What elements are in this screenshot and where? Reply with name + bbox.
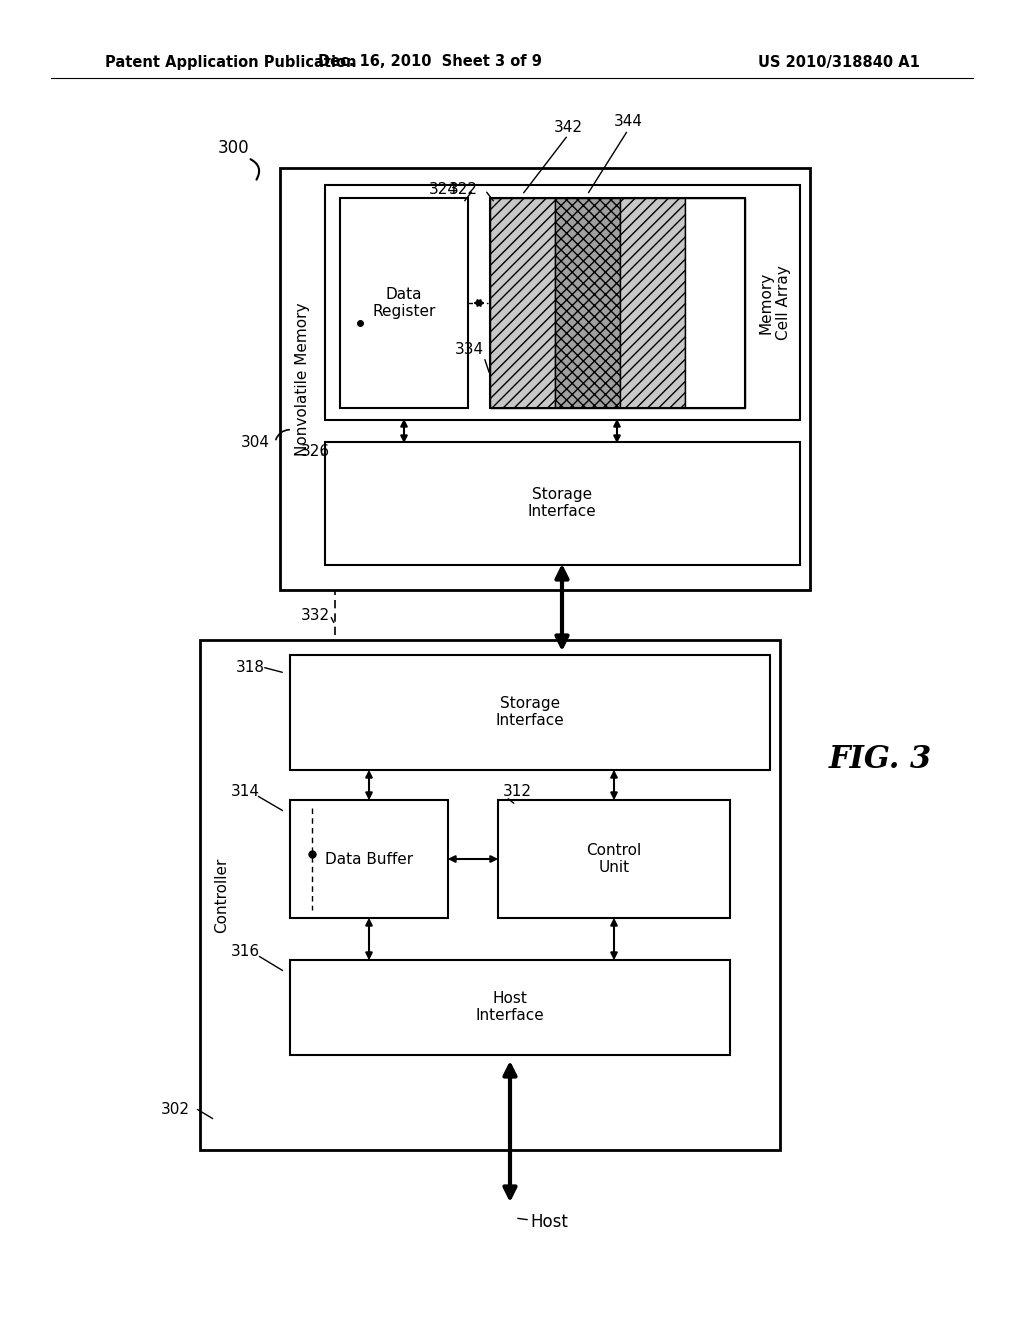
Text: 316: 316: [230, 945, 259, 960]
Text: Data
Register: Data Register: [373, 286, 435, 319]
Text: 324: 324: [429, 182, 458, 198]
Text: 312: 312: [503, 784, 532, 800]
Bar: [620, 198, 685, 408]
Text: 334: 334: [455, 342, 484, 358]
Text: 322: 322: [449, 182, 478, 198]
Text: 342: 342: [554, 120, 583, 136]
Bar: [290, 800, 449, 917]
Text: 332: 332: [300, 607, 330, 623]
Text: Storage
Interface: Storage Interface: [527, 487, 596, 519]
Bar: [490, 198, 555, 408]
Bar: [555, 198, 620, 408]
Text: 314: 314: [230, 784, 259, 800]
Bar: [340, 198, 468, 408]
Bar: [685, 198, 745, 408]
Bar: [498, 800, 730, 917]
Bar: [200, 640, 780, 1150]
Text: Control
Unit: Control Unit: [587, 842, 642, 875]
Bar: [490, 198, 745, 408]
Text: 302: 302: [161, 1102, 190, 1118]
Bar: [290, 960, 730, 1055]
Text: Host: Host: [530, 1213, 568, 1232]
Text: 300: 300: [218, 139, 250, 157]
Text: Data Buffer: Data Buffer: [325, 851, 413, 866]
Text: 318: 318: [236, 660, 264, 675]
Text: Memory
Cell Array: Memory Cell Array: [759, 265, 792, 341]
Text: Dec. 16, 2010  Sheet 3 of 9: Dec. 16, 2010 Sheet 3 of 9: [318, 54, 542, 70]
Text: Nonvolatile Memory: Nonvolatile Memory: [295, 302, 309, 455]
Bar: [325, 442, 800, 565]
Text: US 2010/318840 A1: US 2010/318840 A1: [758, 54, 920, 70]
Text: Storage
Interface: Storage Interface: [496, 696, 564, 729]
Bar: [325, 185, 800, 420]
Text: FIG. 3: FIG. 3: [828, 744, 932, 776]
Text: Host
Interface: Host Interface: [475, 991, 545, 1023]
Text: Patent Application Publication: Patent Application Publication: [105, 54, 356, 70]
Text: 304: 304: [241, 434, 270, 450]
Text: 344: 344: [613, 115, 642, 129]
Text: 326: 326: [300, 445, 330, 459]
Bar: [280, 168, 810, 590]
Text: Controller: Controller: [214, 857, 229, 933]
Bar: [290, 655, 770, 770]
